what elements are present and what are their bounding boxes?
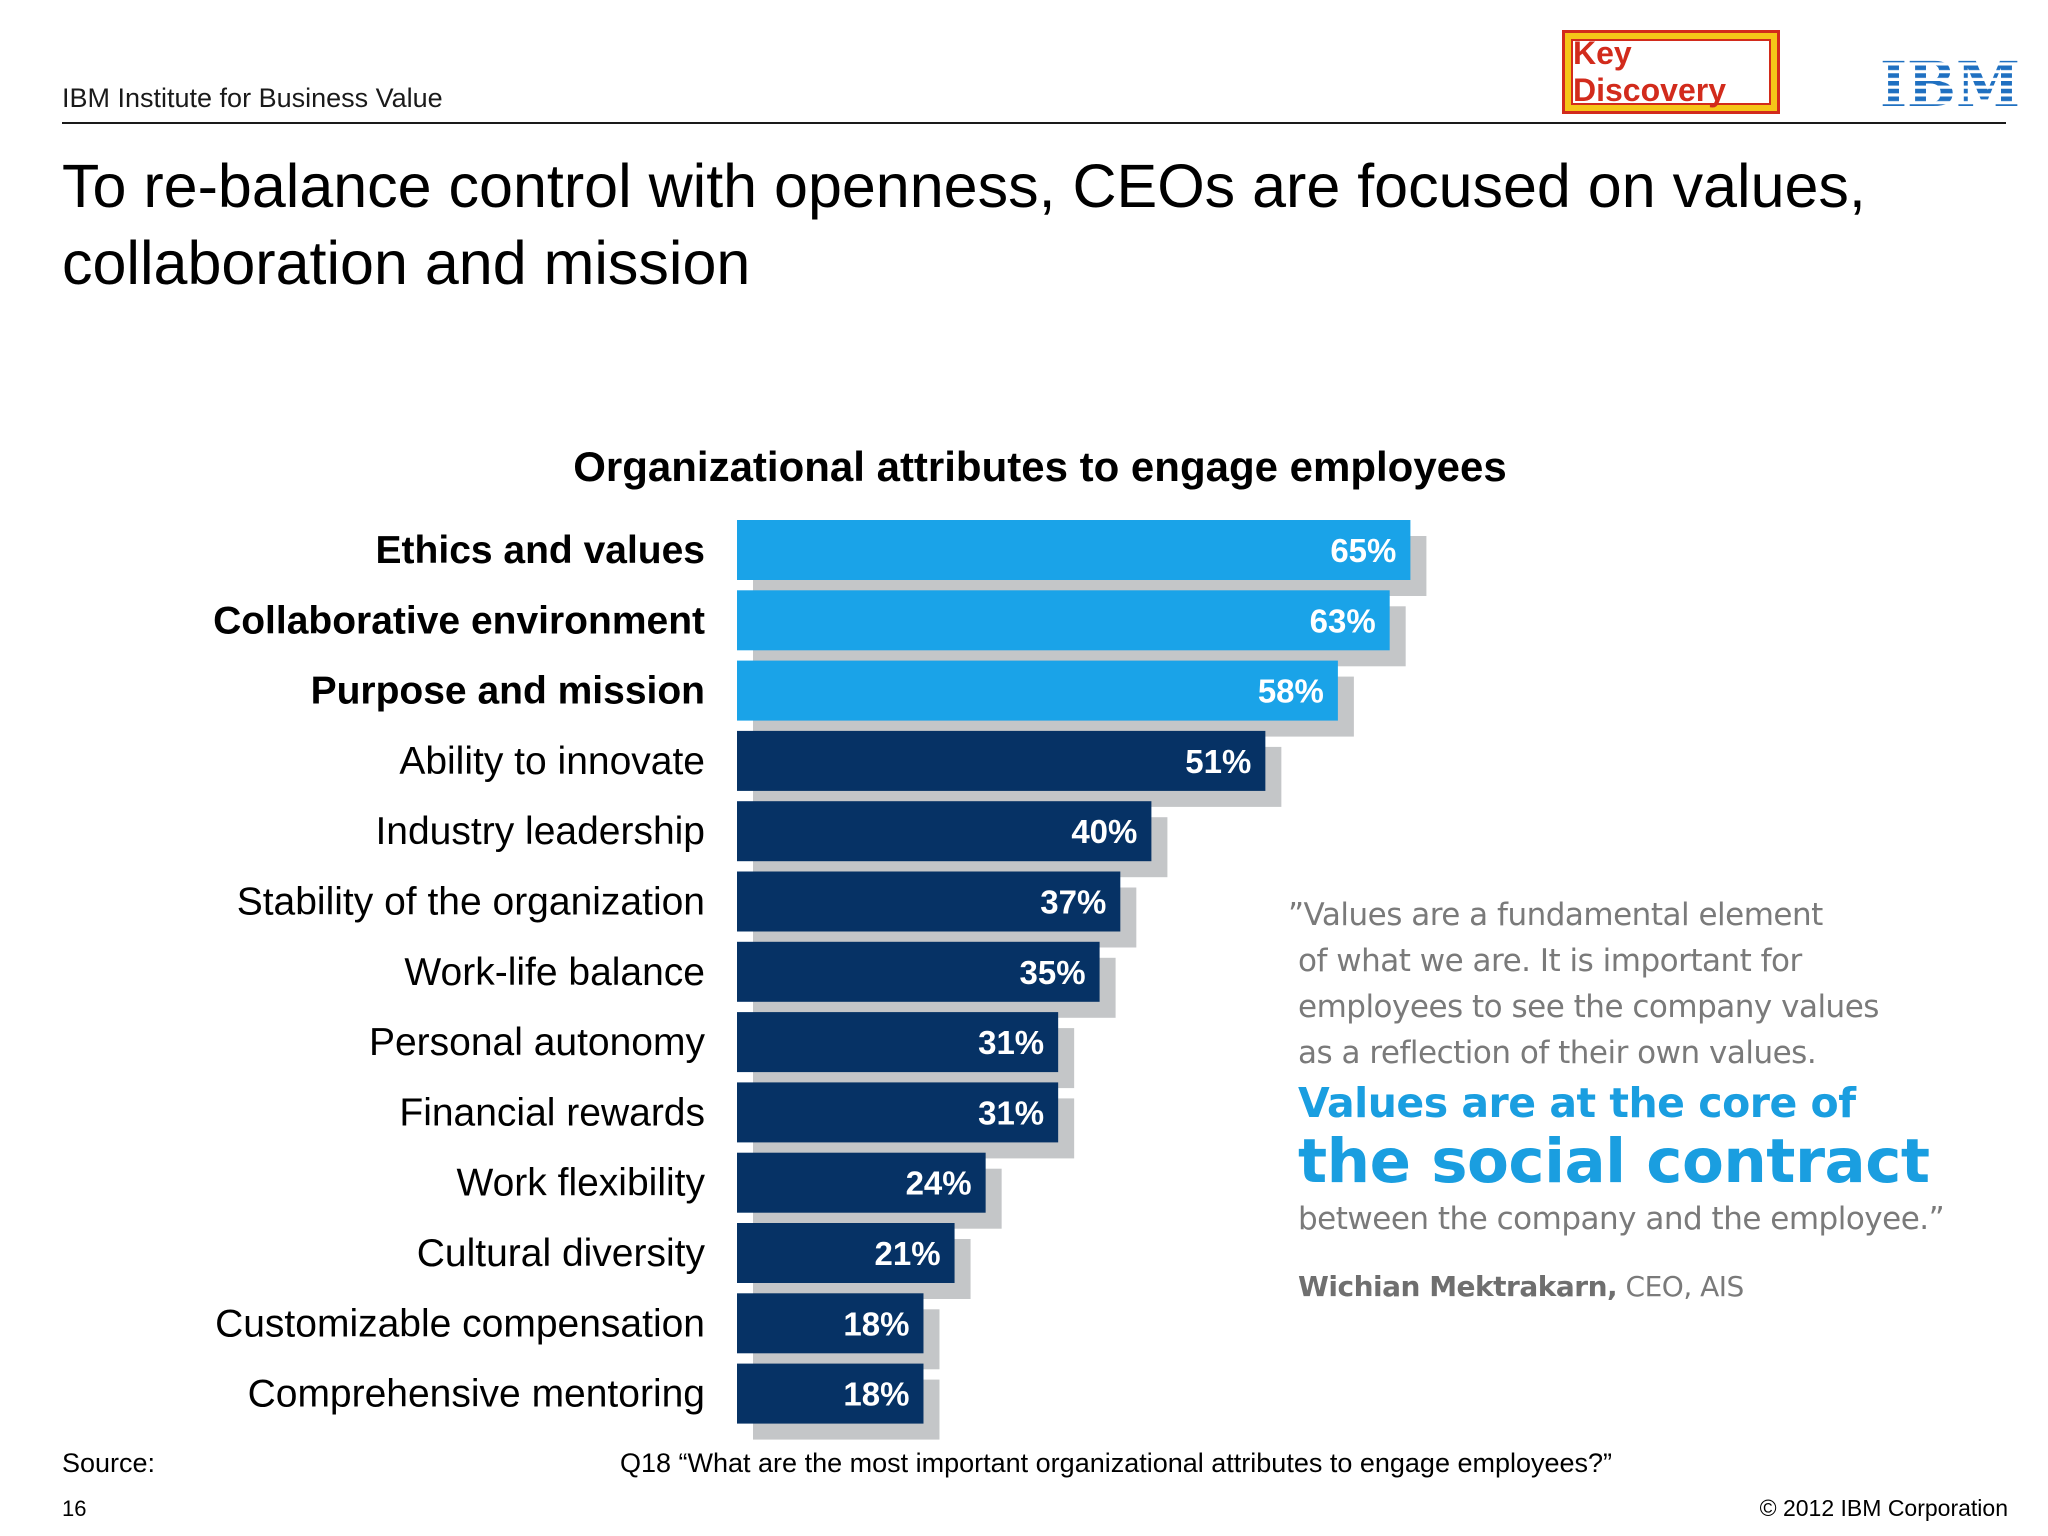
ceo-quote: ”Values are a fundamental element of wha… bbox=[1288, 892, 1998, 1310]
category-label: Customizable compensation bbox=[215, 1302, 705, 1345]
category-label: Financial rewards bbox=[399, 1091, 705, 1134]
quote-author-role: CEO, AIS bbox=[1617, 1270, 1745, 1303]
bar-value-label: 21% bbox=[874, 1235, 940, 1272]
key-discovery-label: Key Discovery bbox=[1571, 35, 1771, 108]
quote-line-5: between the company and the employee.” bbox=[1298, 1201, 1945, 1237]
bar bbox=[737, 660, 1338, 721]
copyright: © 2012 IBM Corporation bbox=[1759, 1495, 2008, 1521]
bar-value-label: 63% bbox=[1310, 602, 1376, 639]
bar bbox=[737, 520, 1411, 580]
bar-value-label: 51% bbox=[1185, 743, 1251, 780]
category-label: Work-life balance bbox=[404, 951, 705, 994]
bar bbox=[737, 941, 1100, 1002]
quote-highlight-1: Values are at the core of bbox=[1298, 1079, 1856, 1127]
bar bbox=[737, 1012, 1059, 1073]
bar-value-label: 18% bbox=[843, 1305, 909, 1342]
category-label: Stability of the organization bbox=[237, 881, 705, 924]
organization-name: IBM Institute for Business Value bbox=[62, 83, 443, 113]
quote-line-2: of what we are. It is important for bbox=[1298, 943, 1802, 979]
category-label: Work flexibility bbox=[457, 1162, 706, 1205]
bar-value-label: 35% bbox=[1020, 954, 1086, 991]
bar-value-label: 65% bbox=[1330, 532, 1396, 569]
bar-value-label: 31% bbox=[978, 1024, 1044, 1061]
bar bbox=[737, 801, 1152, 862]
bar bbox=[737, 871, 1121, 932]
bar-value-label: 31% bbox=[978, 1094, 1044, 1131]
slide-headline: To re-balance control with openness, CEO… bbox=[62, 152, 1866, 297]
category-label: Purpose and mission bbox=[311, 670, 705, 713]
source-text: Q18 “What are the most important organiz… bbox=[620, 1448, 1613, 1478]
bar bbox=[737, 590, 1390, 651]
bar-value-label: 58% bbox=[1258, 673, 1324, 710]
bar bbox=[737, 1082, 1059, 1143]
category-label: Personal autonomy bbox=[369, 1021, 706, 1064]
category-label: Comprehensive mentoring bbox=[248, 1373, 705, 1416]
header-divider bbox=[62, 122, 2006, 124]
bar-value-label: 18% bbox=[843, 1376, 909, 1413]
bar-value-label: 40% bbox=[1071, 813, 1137, 850]
category-label: Cultural diversity bbox=[417, 1232, 706, 1275]
bar bbox=[737, 1293, 924, 1354]
quote-line-4: as a reflection of their own values. bbox=[1298, 1035, 1817, 1071]
category-label: Industry leadership bbox=[375, 810, 705, 853]
bar bbox=[737, 1152, 986, 1213]
quote-line-1: ”Values are a fundamental element bbox=[1288, 897, 1823, 933]
category-label: Ethics and values bbox=[376, 529, 705, 572]
quote-highlight-2: the social contract bbox=[1298, 1126, 1930, 1197]
page-number: 16 bbox=[62, 1496, 87, 1521]
quote-line-3: employees to see the company values bbox=[1298, 989, 1879, 1025]
category-label: Collaborative environment bbox=[213, 599, 705, 642]
bar-value-label: 37% bbox=[1040, 884, 1106, 921]
bar-value-label: 24% bbox=[906, 1165, 972, 1202]
key-discovery-badge: Key Discovery bbox=[1562, 30, 1780, 114]
bar bbox=[737, 730, 1266, 791]
category-label: Ability to innovate bbox=[399, 740, 705, 783]
source-label: Source: bbox=[62, 1448, 156, 1478]
quote-author-name: Wichian Mektrakarn, bbox=[1298, 1270, 1618, 1303]
quote-author: Wichian Mektrakarn, CEO, AIS bbox=[1298, 1264, 1998, 1310]
bar bbox=[737, 1223, 955, 1283]
bar bbox=[737, 1363, 924, 1424]
ibm-logo-text: IBM bbox=[1880, 50, 2020, 112]
chart-title: Organizational attributes to engage empl… bbox=[573, 443, 1507, 490]
ibm-logo: IBM bbox=[1880, 50, 2020, 112]
